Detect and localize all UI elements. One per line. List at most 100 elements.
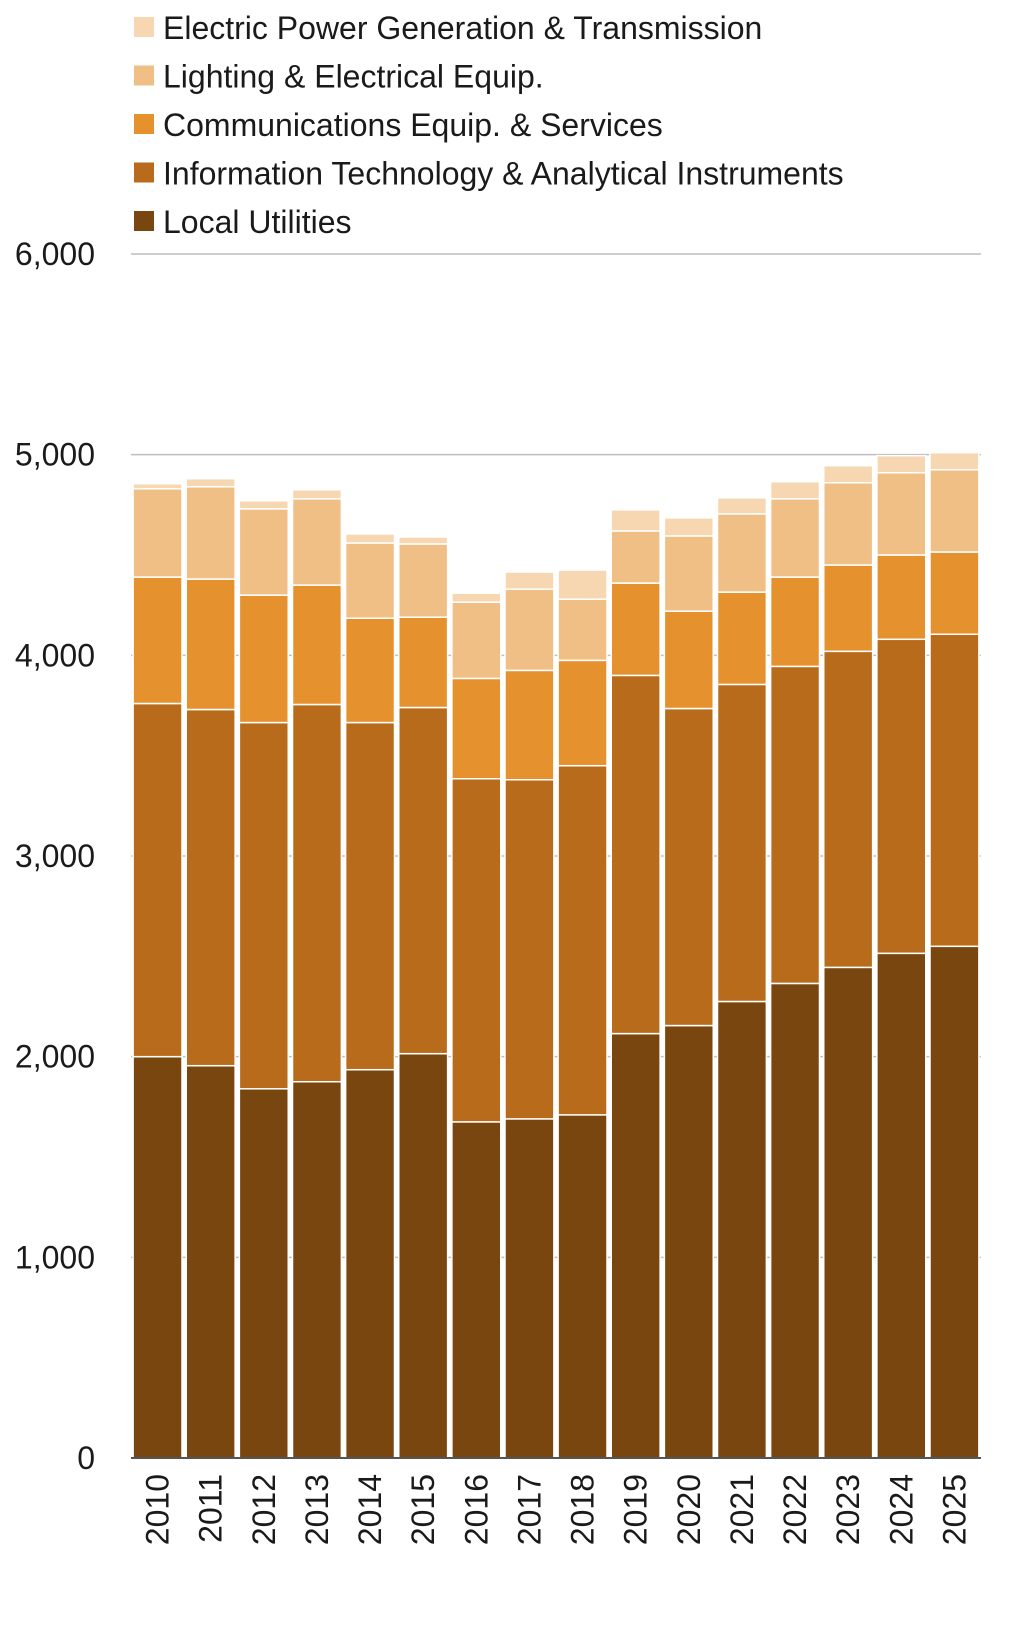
bar-2013-series-2 — [291, 584, 343, 706]
y-tick-label-2: 2,000 — [15, 1039, 95, 1075]
bar-2018-series-4 — [557, 569, 608, 600]
x-tick-label-2024: 2024 — [883, 1474, 919, 1545]
bar-2017-series-1 — [504, 778, 555, 1120]
bar-2016-series-2 — [451, 677, 502, 780]
bar-2021-series-0 — [716, 1000, 768, 1459]
legend-label-1: Information Technology & Analytical Inst… — [163, 156, 844, 192]
bar-2024-series-4 — [876, 454, 927, 474]
bar-2023-series-2 — [823, 564, 874, 653]
bar-2014-series-3 — [344, 542, 396, 619]
bar-2012-series-4 — [238, 500, 289, 510]
bar-2015-series-1 — [398, 706, 449, 1055]
bar-2014-series-4 — [344, 533, 396, 544]
bar-2016-series-1 — [451, 777, 502, 1123]
bar-2016-series-0 — [451, 1121, 502, 1459]
legend-swatch-2 — [134, 114, 154, 134]
bar-2020-series-2 — [663, 610, 714, 710]
bar-2018-series-0 — [557, 1114, 608, 1459]
legend-swatch-4 — [134, 17, 154, 37]
x-tick-label-2010: 2010 — [140, 1474, 176, 1545]
bar-2014-series-2 — [344, 617, 396, 724]
legend-label-2: Communications Equip. & Services — [163, 107, 663, 143]
bar-2022-series-3 — [769, 498, 821, 578]
bar-2020-series-3 — [663, 535, 714, 612]
x-tick-label-2015: 2015 — [405, 1474, 441, 1545]
bar-2011-series-1 — [185, 708, 236, 1067]
bar-2016-series-3 — [451, 601, 502, 680]
x-tick-label-2011: 2011 — [193, 1474, 229, 1543]
bar-2019-series-0 — [610, 1032, 661, 1459]
x-tick-label-2013: 2013 — [299, 1474, 335, 1545]
bar-2019-series-4 — [610, 509, 661, 532]
bar-2012-series-0 — [238, 1088, 289, 1459]
bar-2025-series-4 — [929, 451, 980, 471]
bar-2019-series-3 — [610, 530, 661, 584]
bar-2024-series-1 — [876, 638, 927, 955]
x-tick-label-2020: 2020 — [671, 1474, 707, 1545]
bar-2013-series-1 — [291, 703, 343, 1083]
bar-2018-series-3 — [557, 598, 608, 662]
y-tick-label-1: 1,000 — [15, 1239, 95, 1275]
bar-2020-series-1 — [663, 707, 714, 1027]
bars — [132, 451, 980, 1459]
bar-2020-series-0 — [663, 1024, 714, 1459]
bar-2022-series-0 — [769, 982, 821, 1459]
bar-2013-series-0 — [291, 1081, 343, 1459]
bar-2025-series-0 — [929, 945, 980, 1459]
bar-2010-series-1 — [132, 702, 183, 1058]
bar-2025-series-2 — [929, 551, 980, 636]
bar-2011-series-0 — [185, 1064, 236, 1459]
x-tick-label-2022: 2022 — [777, 1474, 813, 1545]
bar-2010-series-0 — [132, 1055, 183, 1459]
legend-label-4: Electric Power Generation & Transmission — [163, 10, 762, 46]
bar-2023-series-4 — [823, 464, 874, 484]
bar-2018-series-2 — [557, 659, 608, 767]
bar-2015-series-4 — [398, 536, 449, 545]
bar-2010-series-2 — [132, 576, 183, 705]
bar-2019-series-2 — [610, 582, 661, 677]
bar-2011-series-4 — [185, 477, 236, 488]
bar-2025-series-3 — [929, 468, 980, 553]
bar-2024-series-0 — [876, 952, 927, 1459]
bar-2023-series-0 — [823, 966, 874, 1459]
bar-2023-series-3 — [823, 482, 874, 566]
bar-2014-series-0 — [344, 1068, 396, 1459]
bar-2024-series-3 — [876, 471, 927, 556]
bar-2023-series-1 — [823, 650, 874, 969]
x-tick-label-2017: 2017 — [511, 1474, 547, 1545]
bar-2010-series-3 — [132, 488, 183, 578]
x-tick-label-2014: 2014 — [352, 1474, 388, 1545]
bar-2015-series-2 — [398, 616, 449, 709]
legend-label-0: Local Utilities — [163, 204, 352, 240]
bar-2019-series-1 — [610, 674, 661, 1035]
legend-swatch-1 — [134, 162, 154, 183]
bar-2024-series-2 — [876, 554, 927, 641]
bar-2017-series-3 — [504, 588, 555, 672]
bar-2012-series-3 — [238, 508, 289, 596]
y-tick-label-3: 3,000 — [15, 838, 95, 874]
bar-2022-series-1 — [769, 665, 821, 985]
bar-2017-series-0 — [504, 1118, 555, 1459]
bar-2022-series-4 — [769, 481, 821, 500]
bar-2020-series-4 — [663, 517, 714, 537]
bar-2015-series-3 — [398, 543, 449, 618]
x-tick-label-2012: 2012 — [246, 1474, 282, 1545]
x-tick-label-2025: 2025 — [936, 1474, 972, 1545]
x-tick-label-2019: 2019 — [618, 1474, 654, 1545]
x-tick-label-2018: 2018 — [565, 1474, 601, 1545]
bar-2017-series-4 — [504, 571, 555, 590]
bar-2013-series-3 — [291, 498, 343, 586]
bar-2012-series-2 — [238, 594, 289, 724]
bar-2011-series-3 — [185, 486, 236, 580]
bar-2025-series-1 — [929, 633, 980, 948]
bar-2015-series-0 — [398, 1052, 449, 1459]
x-tick-label-2016: 2016 — [458, 1474, 494, 1545]
x-tick-label-2021: 2021 — [724, 1474, 760, 1545]
y-axis-tick-labels: 0 1,000 2,000 3,000 4,000 5,000 6,000 — [15, 236, 95, 1476]
legend-swatch-3 — [134, 65, 154, 86]
bar-2011-series-2 — [185, 578, 236, 711]
bar-2018-series-1 — [557, 764, 608, 1116]
bar-2016-series-4 — [451, 592, 502, 603]
bar-2014-series-1 — [344, 721, 396, 1071]
